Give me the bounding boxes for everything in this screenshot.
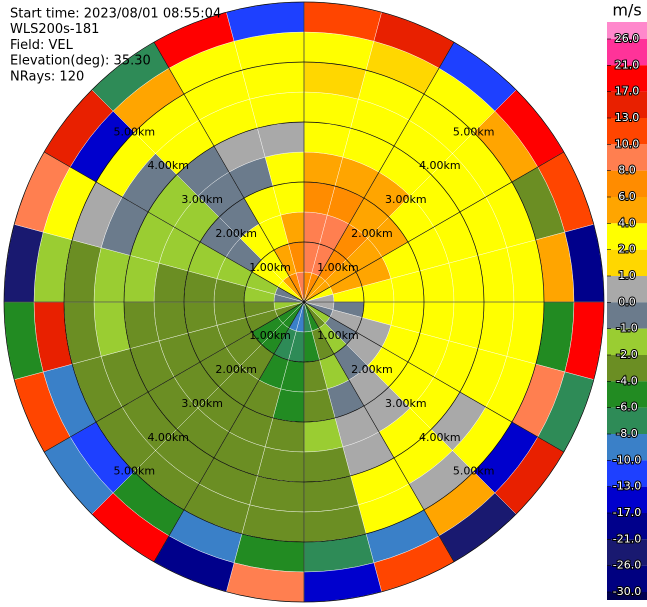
ring-label: 4.00km bbox=[419, 431, 461, 444]
colorbar-label: 17.0 bbox=[615, 85, 640, 98]
colorbar-segment bbox=[607, 434, 647, 461]
info: Start time: 2023/08/01 08:55:04WLS200s-1… bbox=[10, 7, 221, 85]
colorbar-label: 21.0 bbox=[615, 58, 640, 71]
colorbar-segment bbox=[607, 486, 647, 513]
colorbar-label: -4.0 bbox=[616, 374, 637, 387]
ring-label: 1.00km bbox=[317, 261, 359, 274]
colorbar-label: -21.0 bbox=[613, 532, 641, 545]
gate bbox=[303, 121, 351, 158]
ring-label: 5.00km bbox=[453, 465, 495, 478]
colorbar-segment bbox=[607, 22, 647, 39]
colorbar-segment bbox=[607, 249, 647, 276]
ring-label: 5.00km bbox=[114, 465, 156, 478]
colorbar-segment bbox=[607, 513, 647, 540]
colorbar-segment bbox=[607, 539, 647, 566]
colorbar-label: -8.0 bbox=[616, 427, 637, 440]
ring-label: 2.00km bbox=[351, 363, 393, 376]
colorbar-segment bbox=[607, 144, 647, 171]
radial-line bbox=[153, 42, 455, 562]
ring-label: 3.00km bbox=[385, 193, 427, 206]
ring-label: 3.00km bbox=[181, 193, 223, 206]
ring-label: 5.00km bbox=[114, 125, 156, 138]
colorbar-segment bbox=[607, 407, 647, 434]
colorbar-label: -6.0 bbox=[616, 401, 637, 414]
colorbar-segment bbox=[607, 170, 647, 197]
colorbar-label: 1.0 bbox=[618, 269, 636, 282]
info-line: Elevation(deg): 35.30 bbox=[10, 54, 151, 69]
colorbar-label: 4.0 bbox=[618, 216, 636, 229]
colorbar-label: 2.0 bbox=[618, 243, 636, 256]
ring-label: 1.00km bbox=[317, 329, 359, 342]
ring-label: 1.00km bbox=[249, 261, 291, 274]
colorbar-segment bbox=[607, 39, 647, 66]
colorbar-segment bbox=[607, 276, 647, 303]
colorbar-label: 0.0 bbox=[618, 295, 636, 308]
info-line: NRays: 120 bbox=[10, 69, 84, 84]
ring-label: 5.00km bbox=[453, 125, 495, 138]
colorbar-title: m/s bbox=[612, 1, 641, 20]
gate bbox=[448, 301, 485, 349]
gate bbox=[257, 446, 305, 483]
colorbar-label: 6.0 bbox=[618, 190, 636, 203]
ring-label: 2.00km bbox=[351, 227, 393, 240]
colorbar-label: -26.0 bbox=[613, 559, 641, 572]
colorbar-segment bbox=[607, 592, 647, 600]
colorbar-label: -1.0 bbox=[616, 322, 637, 335]
colorbar-segment bbox=[607, 381, 647, 408]
colorbar-segment bbox=[607, 197, 647, 224]
colorbar-label: 8.0 bbox=[618, 164, 636, 177]
colorbar-segment bbox=[607, 91, 647, 118]
ring-label: 2.00km bbox=[215, 363, 257, 376]
colorbar-segment bbox=[607, 355, 647, 382]
colorbar-label: -17.0 bbox=[613, 506, 641, 519]
colorbar-segment bbox=[607, 328, 647, 355]
colorbar-segment bbox=[607, 65, 647, 92]
ring-label: 1.00km bbox=[249, 329, 291, 342]
range-ring bbox=[243, 241, 365, 363]
range-ring bbox=[123, 121, 485, 483]
colorbar-label: 26.0 bbox=[615, 32, 640, 45]
colorbar-label: -2.0 bbox=[616, 348, 637, 361]
colorbar-segment bbox=[607, 460, 647, 487]
range-ring bbox=[3, 1, 605, 603]
gate bbox=[257, 121, 305, 158]
gate bbox=[303, 446, 351, 483]
colorbar: 26.0 21.0 17.0 13.0 10.0 8.0 6.0 4.0 2.0 1.0 0.0 -1… bbox=[607, 1, 647, 600]
ring-label: 3.00km bbox=[385, 397, 427, 410]
colorbar-label: -10.0 bbox=[613, 453, 641, 466]
colorbar-segment bbox=[607, 302, 647, 329]
info-line: Field: VEL bbox=[10, 38, 74, 53]
colorbar-segment bbox=[607, 118, 647, 145]
colorbar-label: -13.0 bbox=[613, 480, 641, 493]
gate bbox=[123, 255, 160, 303]
gate bbox=[448, 255, 485, 303]
ring-label: 4.00km bbox=[419, 159, 461, 172]
range-ring bbox=[63, 61, 545, 543]
ring-label: 4.00km bbox=[147, 159, 189, 172]
colorbar-label: 10.0 bbox=[615, 137, 640, 150]
info-line: WLS200s-181 bbox=[10, 22, 99, 37]
gate bbox=[123, 301, 160, 349]
ring-label: 3.00km bbox=[181, 397, 223, 410]
colorbar-label: 13.0 bbox=[615, 111, 640, 124]
colorbar-label: -30.0 bbox=[613, 585, 641, 598]
colorbar-segment bbox=[607, 565, 647, 592]
overlay: 1.00km 1.00km 1.00km 1.00km 2.00km 2.00km 2.00… bbox=[3, 1, 605, 603]
info-line: Start time: 2023/08/01 08:55:04 bbox=[10, 7, 221, 22]
ring-label: 4.00km bbox=[147, 431, 189, 444]
ring-label: 2.00km bbox=[215, 227, 257, 240]
field bbox=[3, 1, 605, 603]
colorbar-segment bbox=[607, 223, 647, 250]
range-ring bbox=[183, 181, 425, 423]
